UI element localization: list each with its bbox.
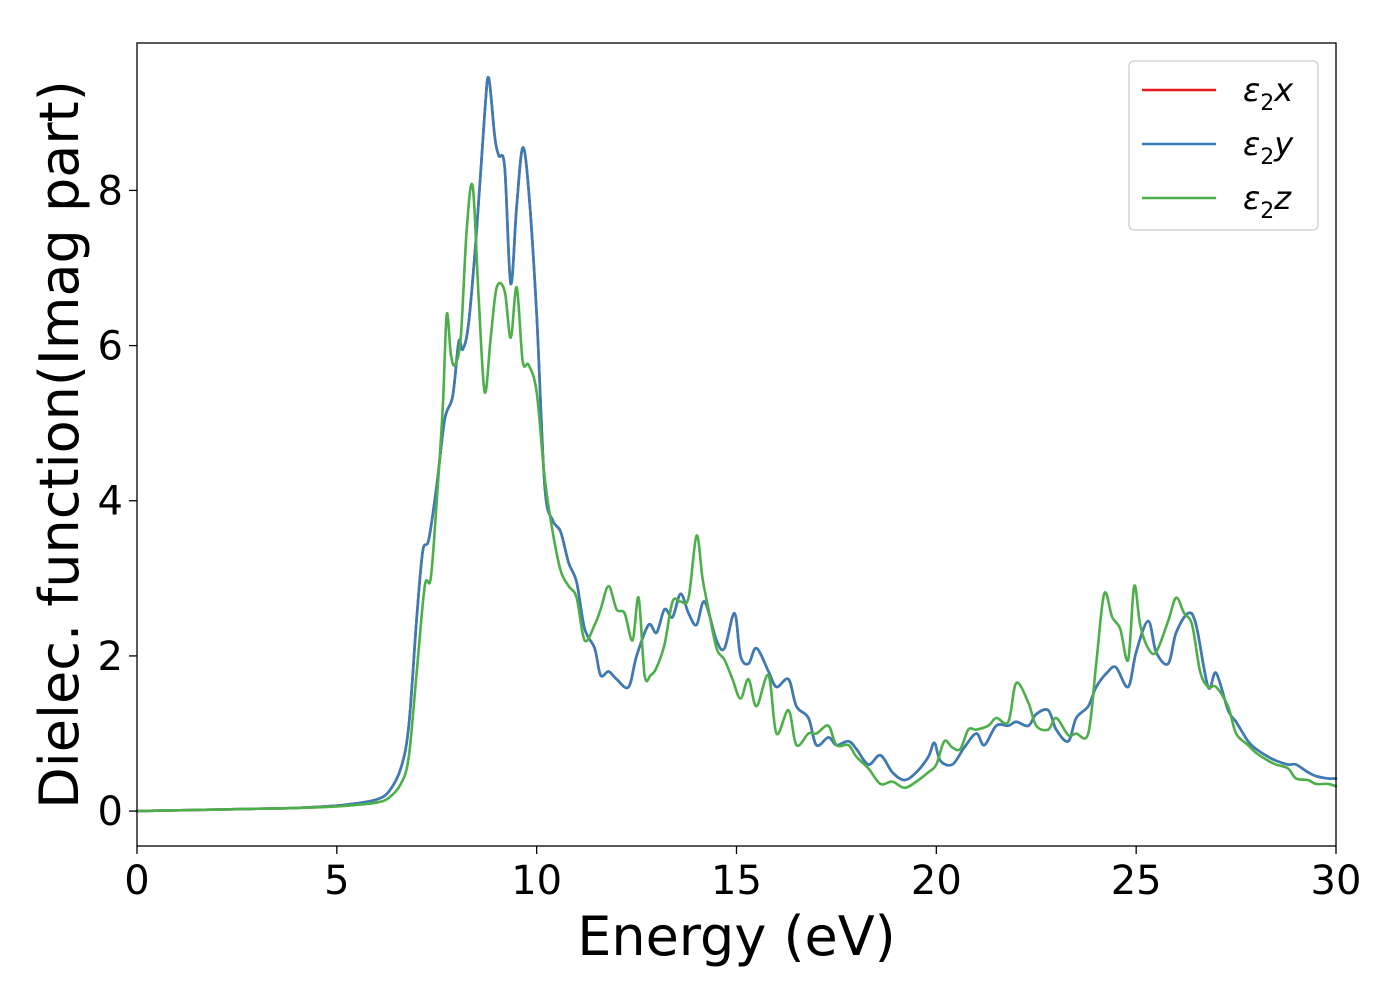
x-tick-label: 15 [711,858,762,904]
legend: ε2x ε2y ε2z [1128,60,1319,231]
x-axis-ticks: 0 5 10 15 20 25 30 [124,846,1361,904]
x-tick-label: 10 [511,858,562,904]
legend-label: ε2x [1243,71,1294,116]
x-tick-label: 5 [324,858,349,904]
series-line-y [135,75,1338,813]
y-axis-ticks: 0 2 4 6 8 [98,168,137,835]
y-tick-label: 8 [98,168,123,214]
y-tick-label: 6 [98,324,123,370]
y-tick-label: 4 [98,479,123,525]
legend-box [1128,60,1319,231]
y-axis-title: Dielec. function(Imag part) [28,80,91,809]
x-tick-label: 30 [1311,858,1362,904]
x-tick-label: 20 [911,858,962,904]
legend-label: ε2z [1243,179,1292,224]
x-tick-label: 0 [124,858,149,904]
x-tick-label: 25 [1111,858,1162,904]
series-line-z [135,182,1338,813]
x-axis-title: Energy (eV) [577,905,896,968]
plot-lines [135,75,1338,813]
y-tick-label: 0 [98,789,123,835]
legend-label: ε2y [1243,125,1294,170]
y-tick-label: 2 [98,634,123,680]
